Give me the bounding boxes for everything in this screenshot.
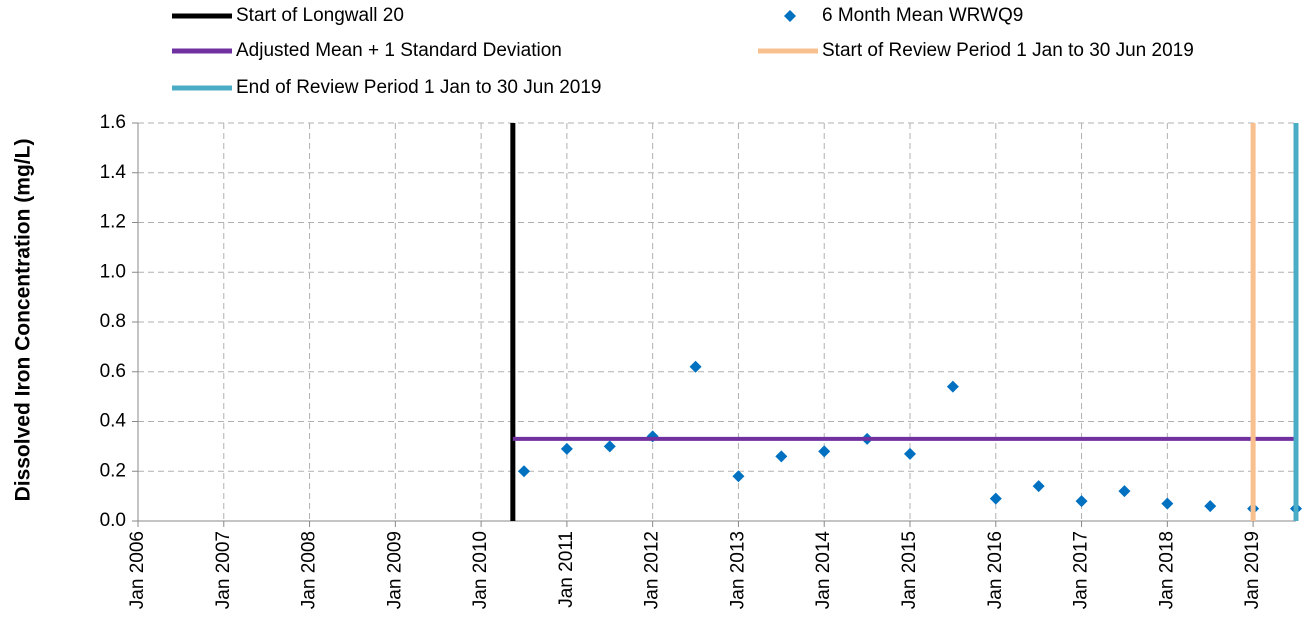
marker — [518, 465, 530, 478]
marker — [775, 450, 788, 463]
marker — [1161, 497, 1174, 510]
y-tick-label: 0.4 — [100, 411, 127, 432]
marker — [1118, 485, 1131, 498]
y-tick-label: 0.8 — [100, 311, 126, 332]
x-tick-label: Jan 2008 — [299, 531, 320, 609]
y-tick-label: 0.6 — [100, 361, 126, 382]
y-tick-label: 1.0 — [100, 261, 126, 282]
marker — [1032, 480, 1045, 493]
marker — [946, 380, 959, 393]
legend-label: Adjusted Mean + 1 Standard Deviation — [236, 40, 562, 61]
y-tick-label: 1.2 — [100, 212, 126, 233]
marker — [732, 470, 745, 483]
marker — [1075, 495, 1088, 508]
x-tick-label: Jan 2012 — [642, 531, 663, 609]
x-tick-label: Jan 2007 — [213, 531, 234, 609]
legend-label: Start of Longwall 20 — [236, 5, 404, 26]
legend-label: 6 Month Mean WRWQ9 — [822, 5, 1023, 26]
x-tick-label: Jan 2011 — [556, 531, 577, 608]
x-tick-label: Jan 2014 — [813, 531, 834, 610]
x-tick-label: Jan 2016 — [985, 531, 1006, 609]
x-tick-label: Jan 2019 — [1242, 531, 1263, 609]
marker — [989, 492, 1002, 505]
x-tick-label: Jan 2017 — [1071, 531, 1092, 609]
y-tick-label: 0.0 — [100, 510, 126, 531]
y-tick-label: 1.4 — [100, 162, 127, 183]
y-axis-label: Dissolved Iron Concentration (mg/L) — [12, 139, 35, 502]
legend-label: End of Review Period 1 Jan to 30 Jun 201… — [236, 77, 601, 98]
x-tick-label: Jan 2018 — [1156, 531, 1177, 609]
marker — [689, 360, 702, 373]
x-tick-label: Jan 2009 — [384, 531, 405, 609]
marker — [603, 440, 616, 453]
marker — [560, 442, 573, 455]
marker — [784, 10, 796, 22]
x-tick-label: Jan 2006 — [127, 531, 148, 609]
x-tick-label: Jan 2015 — [899, 531, 920, 609]
legend-label: Start of Review Period 1 Jan to 30 Jun 2… — [822, 40, 1194, 61]
marker — [818, 445, 831, 458]
x-tick-label: Jan 2013 — [727, 531, 748, 609]
marker — [1204, 500, 1217, 513]
y-tick-label: 1.6 — [100, 112, 126, 133]
marker — [904, 447, 916, 460]
x-tick-label: Jan 2010 — [470, 531, 491, 609]
y-tick-label: 0.2 — [100, 460, 126, 481]
